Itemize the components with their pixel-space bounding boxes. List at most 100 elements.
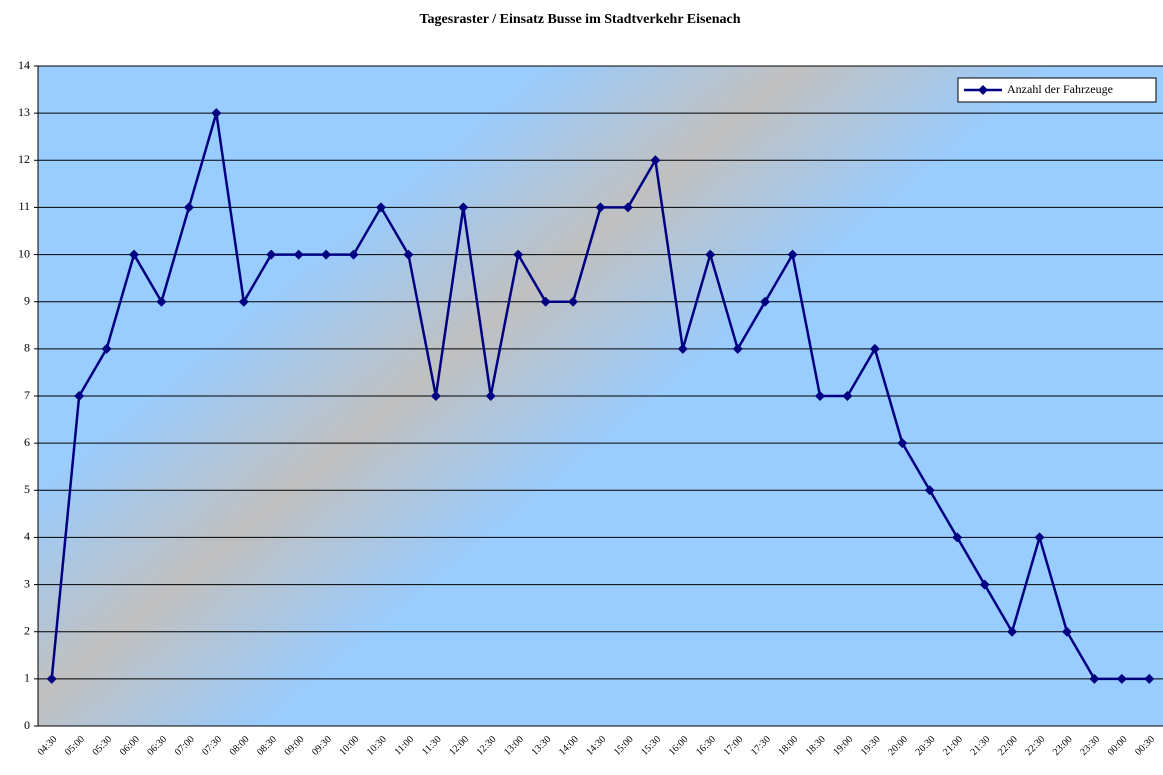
x-tick-label: 00:30 [1133,734,1157,758]
x-tick-label: 22:30 [1023,734,1047,758]
marker [458,202,469,213]
marker [348,249,359,260]
chart-title: Tagesraster / Einsatz Busse im Stadtverk… [420,12,741,27]
marker [869,343,880,354]
x-tick-label: 20:00 [886,734,910,758]
marker [705,249,716,260]
x-tick-label: 04:30 [36,734,60,758]
marker [622,202,633,213]
x-tick-label: 12:00 [447,734,471,758]
marker [101,343,112,354]
x-tick-label: 16:30 [694,734,718,758]
x-tick-label: 13:00 [502,734,526,758]
x-tick-label: 05:00 [63,734,87,758]
marker [321,249,332,260]
marker [74,391,85,401]
x-tick-label: 08:00 [228,734,252,758]
y-tick-label: 13 [18,105,30,119]
marker [211,108,222,119]
x-tick-label: 20:30 [914,734,938,758]
marker [1116,673,1127,684]
x-tick-label: 06:30 [145,734,169,758]
x-tick-label: 14:00 [557,734,581,758]
marker [375,202,386,213]
x-tick-label: 07:30 [200,734,224,758]
marker [513,249,524,260]
marker [842,391,853,401]
x-tick-label: 05:30 [90,734,114,758]
x-tick-label: 16:00 [667,734,691,758]
marker [760,296,771,307]
x-tick-label: 22:00 [996,734,1020,758]
legend-marker [978,85,988,95]
y-tick-label: 11 [18,199,30,213]
marker [787,249,798,260]
marker [540,296,551,307]
marker [568,296,579,307]
marker [485,391,496,401]
x-tick-label: 15:00 [612,734,636,758]
marker [924,485,935,496]
marker [156,296,167,307]
y-tick-label: 8 [24,341,30,355]
x-tick-label: 14:30 [584,734,608,758]
y-tick-label: 3 [24,576,30,590]
marker [650,155,661,166]
x-tick-label: 18:00 [776,734,800,758]
y-tick-label: 14 [18,58,30,72]
x-tick-label: 11:30 [420,734,444,758]
y-tick-label: 4 [24,529,30,543]
x-tick-label: 18:30 [804,734,828,758]
marker [266,249,277,260]
y-tick-label: 6 [24,435,30,449]
x-tick-label: 11:00 [393,734,417,758]
marker [1034,532,1045,543]
x-tick-label: 09:30 [310,734,334,758]
x-tick-label: 15:30 [639,734,663,758]
legend-label: Anzahl der Fahrzeuge [1007,82,1113,96]
marker [952,532,963,543]
x-tick-label: 23:00 [1051,734,1075,758]
y-tick-label: 10 [18,246,30,260]
marker [183,202,194,213]
marker [732,343,743,354]
y-tick-label: 9 [24,293,30,307]
marker [238,296,249,307]
x-tick-label: 08:30 [255,734,279,758]
x-tick-label: 07:00 [173,734,197,758]
marker [1007,626,1018,637]
marker [1089,673,1100,684]
y-tick-label: 0 [24,718,30,732]
marker [979,579,990,590]
marker [430,391,441,401]
x-tick-label: 00:00 [1106,734,1130,758]
x-tick-label: 23:30 [1078,734,1102,758]
x-tick-label: 21:00 [941,734,965,758]
y-tick-label: 12 [18,152,30,166]
x-tick-label: 12:30 [475,734,499,758]
marker [815,391,826,401]
x-tick-label: 13:30 [529,734,553,758]
x-tick-label: 10:00 [337,734,361,758]
x-tick-label: 10:30 [365,734,389,758]
y-tick-label: 5 [24,482,30,496]
marker [129,249,140,260]
x-tick-label: 17:30 [749,734,773,758]
x-tick-label: 09:00 [283,734,307,758]
x-tick-label: 17:00 [722,734,746,758]
y-tick-label: 1 [24,671,30,685]
marker [403,249,414,260]
marker [897,438,908,449]
y-tick-label: 7 [24,388,30,402]
x-tick-label: 19:30 [859,734,883,758]
marker [1144,673,1155,684]
x-tick-label: 19:00 [831,734,855,758]
marker [293,249,304,260]
x-tick-label: 06:00 [118,734,142,758]
y-tick-label: 2 [24,623,30,637]
marker [677,343,688,354]
marker [46,673,57,684]
x-tick-label: 21:30 [969,734,993,758]
marker [595,202,606,213]
